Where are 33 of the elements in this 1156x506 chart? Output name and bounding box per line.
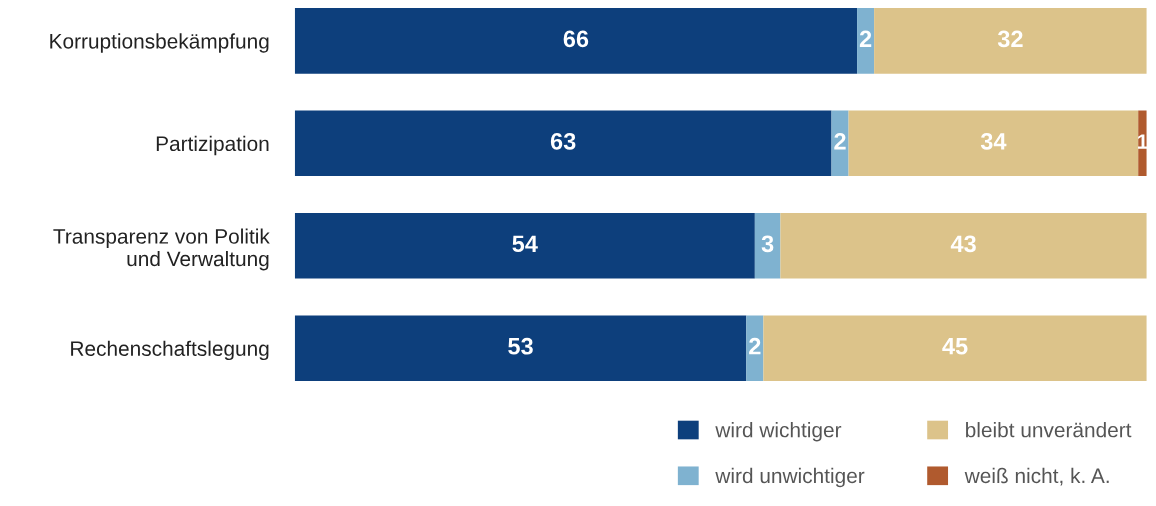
bar [831,110,849,177]
data-label: 2 [859,30,872,47]
data-label: 2 [749,337,761,355]
bar [294,110,832,177]
data-label: 66 [563,30,589,48]
legend-label: wird wichtiger [715,422,842,442]
bar [848,110,1139,177]
y-tick-label: Partizipation [156,135,269,156]
data-label: 2 [834,132,846,150]
bar [763,315,1147,382]
data-label: 1 [1138,134,1148,149]
data-label: 3 [761,235,774,253]
bar [754,213,781,279]
bar [780,213,1147,279]
y-tick-label: Korruptionsbekämpfung [50,33,269,53]
bar [294,315,747,382]
y-tick-label: Rechenschaftslegung [71,340,269,361]
bar [874,8,1147,74]
bar [746,315,764,382]
bar [294,213,755,279]
data-label: 32 [997,30,1023,48]
legend-label: wird unwichtiger [715,467,865,488]
data-label: 53 [508,337,533,355]
legend-label: bleibt unverändert [966,422,1132,438]
legend-label: weiß nicht, k. A. [964,467,1109,486]
data-label: 63 [550,132,576,150]
bar [294,8,858,74]
bar [857,8,875,74]
data-label: 34 [980,132,1007,150]
y-tick-label: Transparenz von Politik und Verwaltung [53,228,270,271]
data-label: 54 [512,235,538,253]
data-label: 43 [950,235,976,253]
data-label: 45 [942,338,968,355]
